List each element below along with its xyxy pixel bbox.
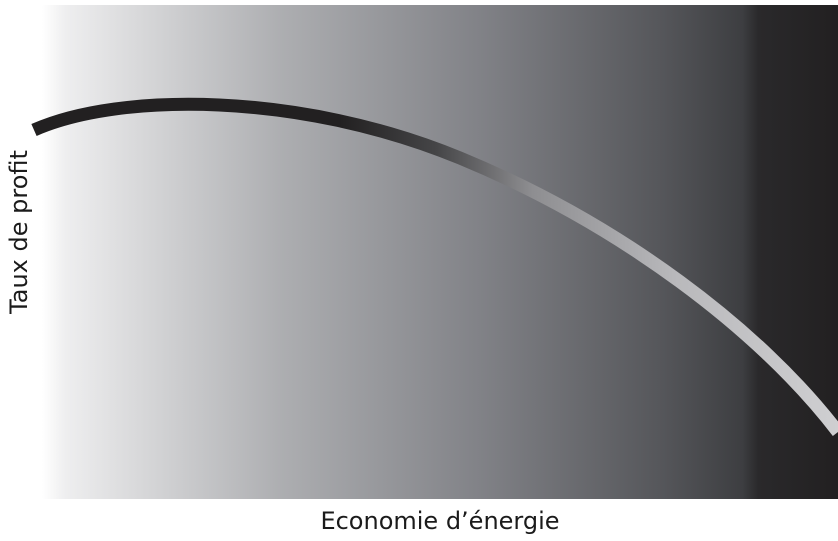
y-axis-label: Taux de profit — [5, 150, 33, 314]
x-axis-label: Economie d’énergie — [320, 507, 560, 535]
profit-curve — [31, 97, 838, 436]
diagram-background — [42, 5, 838, 499]
